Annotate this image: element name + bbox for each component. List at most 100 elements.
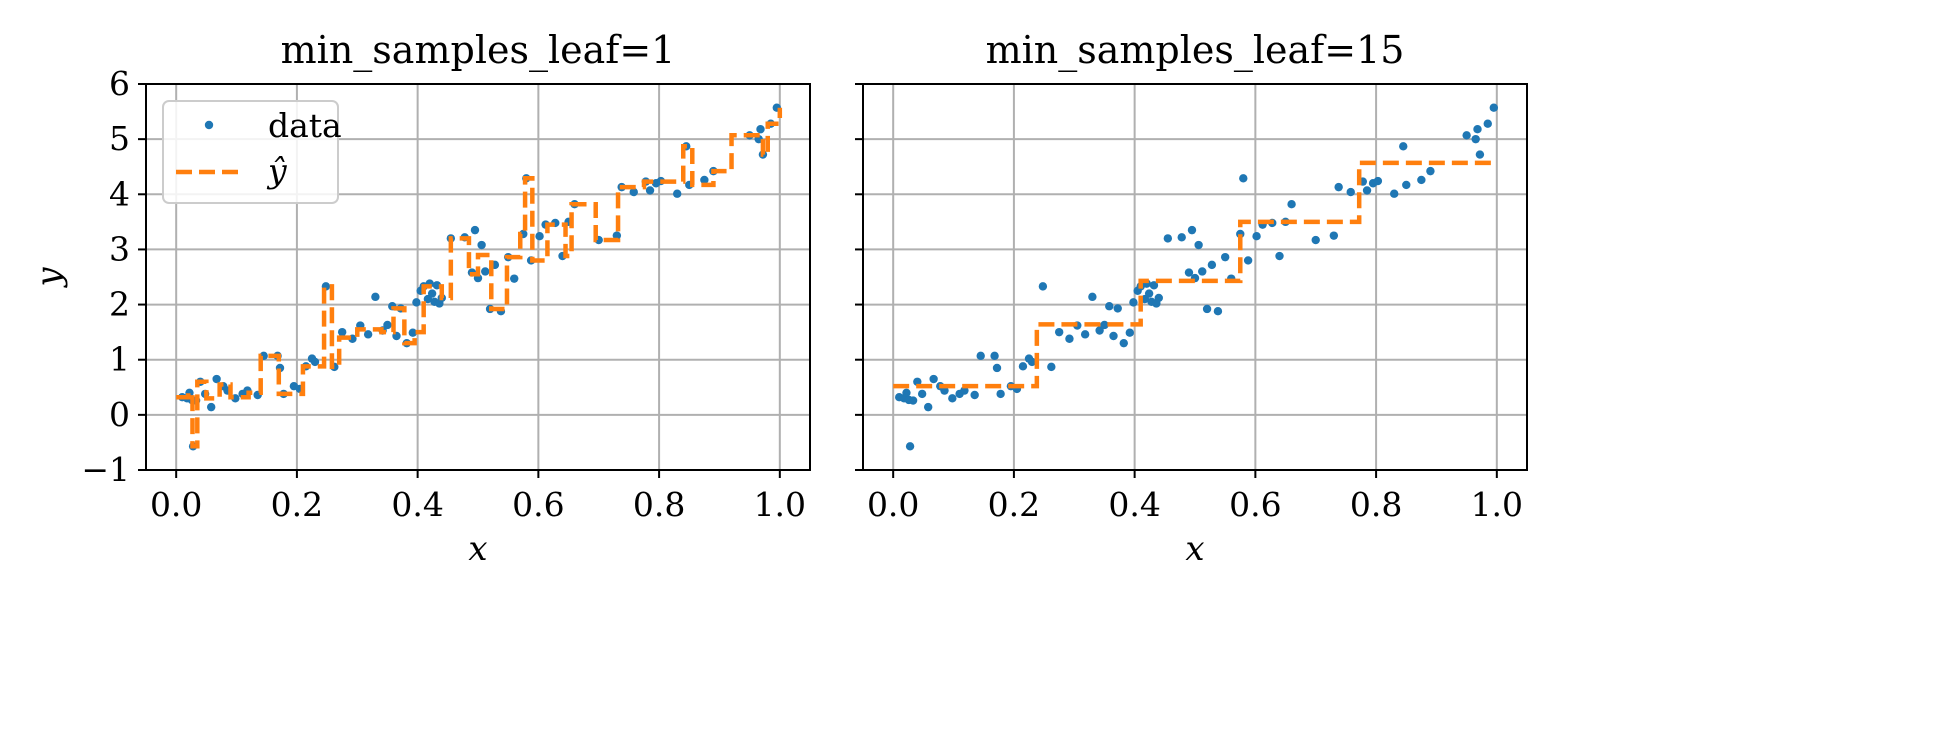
right-subplot: 0.0 0.2 0.4 0.6 0.8 1.0 min_samples_leaf=15x — [855, 28, 1528, 569]
data-point — [976, 351, 985, 361]
data-point — [960, 386, 969, 395]
data-point — [1362, 186, 1372, 195]
data-point — [929, 374, 938, 384]
data-point — [1154, 293, 1163, 303]
data-point — [1119, 338, 1128, 348]
x-axis-label: x — [468, 529, 487, 569]
y-tick-label: 5 — [109, 119, 130, 158]
x-tick-label: 0.0 — [867, 485, 919, 524]
x-tick-label: 0.6 — [512, 485, 564, 524]
data-point — [470, 225, 480, 235]
data-point — [212, 374, 221, 384]
data-point — [990, 351, 999, 361]
data-point — [612, 231, 622, 240]
data-point — [905, 442, 915, 451]
data-point — [1149, 281, 1159, 290]
data-point — [427, 289, 437, 298]
data-point — [1483, 119, 1492, 128]
y-tick-label: 6 — [109, 64, 130, 103]
data-point — [1311, 235, 1320, 245]
data-point — [1144, 289, 1154, 298]
data-point — [1080, 330, 1090, 339]
y-tick-label: 0 — [109, 395, 130, 434]
data-point — [1125, 328, 1135, 337]
data-point — [1207, 260, 1217, 270]
y-tick-label: 3 — [109, 229, 130, 268]
data-point — [1198, 267, 1207, 276]
data-point — [908, 396, 918, 405]
data-point — [700, 175, 709, 185]
y-tick-label: 4 — [109, 174, 130, 213]
y-axis-label: y — [29, 267, 69, 289]
data-point — [1462, 131, 1471, 140]
data-point — [1065, 334, 1074, 343]
y-tick-label: 2 — [109, 285, 130, 324]
data-point — [992, 363, 1002, 373]
data-point — [673, 189, 682, 198]
x-tick-label: 0.4 — [391, 485, 443, 524]
left-subplot: 0.0 0.2 0.4 0.6 0.8 1.0 −1 0 1 2 3 4 5 6 min_samples_l… — [29, 28, 811, 569]
axes-frame — [145, 83, 811, 471]
data-point — [1095, 326, 1104, 335]
data-point — [629, 187, 638, 197]
x-tick-label: 0.8 — [1350, 485, 1402, 524]
data-point — [1109, 331, 1118, 341]
legend-data-marker — [204, 120, 214, 130]
data-point — [363, 330, 373, 339]
x-tick-label: 0.2 — [988, 485, 1040, 524]
prediction-step-line — [893, 160, 1497, 389]
data-point — [535, 231, 544, 241]
data-point — [1390, 189, 1399, 198]
data-point — [1113, 304, 1122, 313]
chart-title: min_samples_leaf=15 — [986, 28, 1405, 73]
data-point — [1373, 176, 1383, 186]
data-point — [1489, 103, 1499, 112]
x-tick-label: 0.4 — [1108, 485, 1160, 524]
x-axis-label: x — [1185, 529, 1204, 569]
data-point — [1163, 234, 1173, 243]
x-tick-label: 1.0 — [754, 485, 806, 524]
data-point — [477, 240, 486, 250]
data-point — [1334, 182, 1343, 192]
data-point — [481, 267, 490, 276]
data-point — [1473, 125, 1482, 134]
y-tick-label: 1 — [109, 340, 130, 379]
data-point — [970, 390, 979, 400]
data-point — [1100, 320, 1109, 330]
x-tick-label: 0.6 — [1229, 485, 1281, 524]
data-point — [923, 402, 933, 412]
data-point — [1184, 268, 1194, 277]
x-tick-label: 1.0 — [1471, 485, 1523, 524]
data-point — [1213, 306, 1223, 316]
data-point — [408, 328, 418, 337]
data-point — [902, 388, 911, 397]
data-point — [1471, 134, 1480, 144]
data-point — [1194, 240, 1203, 250]
y-tick-label: −1 — [81, 450, 130, 489]
data-point — [1399, 142, 1408, 151]
data-point — [310, 357, 320, 367]
data-point — [917, 389, 927, 399]
data-point — [645, 186, 655, 195]
data-point — [1417, 175, 1426, 185]
data-point — [510, 274, 519, 283]
data-point — [1187, 225, 1197, 235]
data-point — [1426, 166, 1435, 176]
x-tick-label: 0.2 — [271, 485, 323, 524]
data-point — [1047, 362, 1056, 372]
data-point — [1252, 231, 1261, 241]
data-point — [1287, 200, 1296, 209]
data-point — [1018, 362, 1028, 371]
x-tick-label: 0.8 — [633, 485, 685, 524]
data-point — [1275, 251, 1284, 261]
data-point — [1346, 187, 1355, 197]
data-point — [1239, 174, 1248, 183]
data-point — [1054, 327, 1064, 337]
data-point — [756, 125, 765, 134]
data-point — [1177, 233, 1186, 242]
data-point — [1129, 298, 1138, 307]
data-point — [337, 327, 347, 337]
legend-fit-label: ŷ — [266, 151, 287, 190]
data-point — [1402, 180, 1411, 190]
